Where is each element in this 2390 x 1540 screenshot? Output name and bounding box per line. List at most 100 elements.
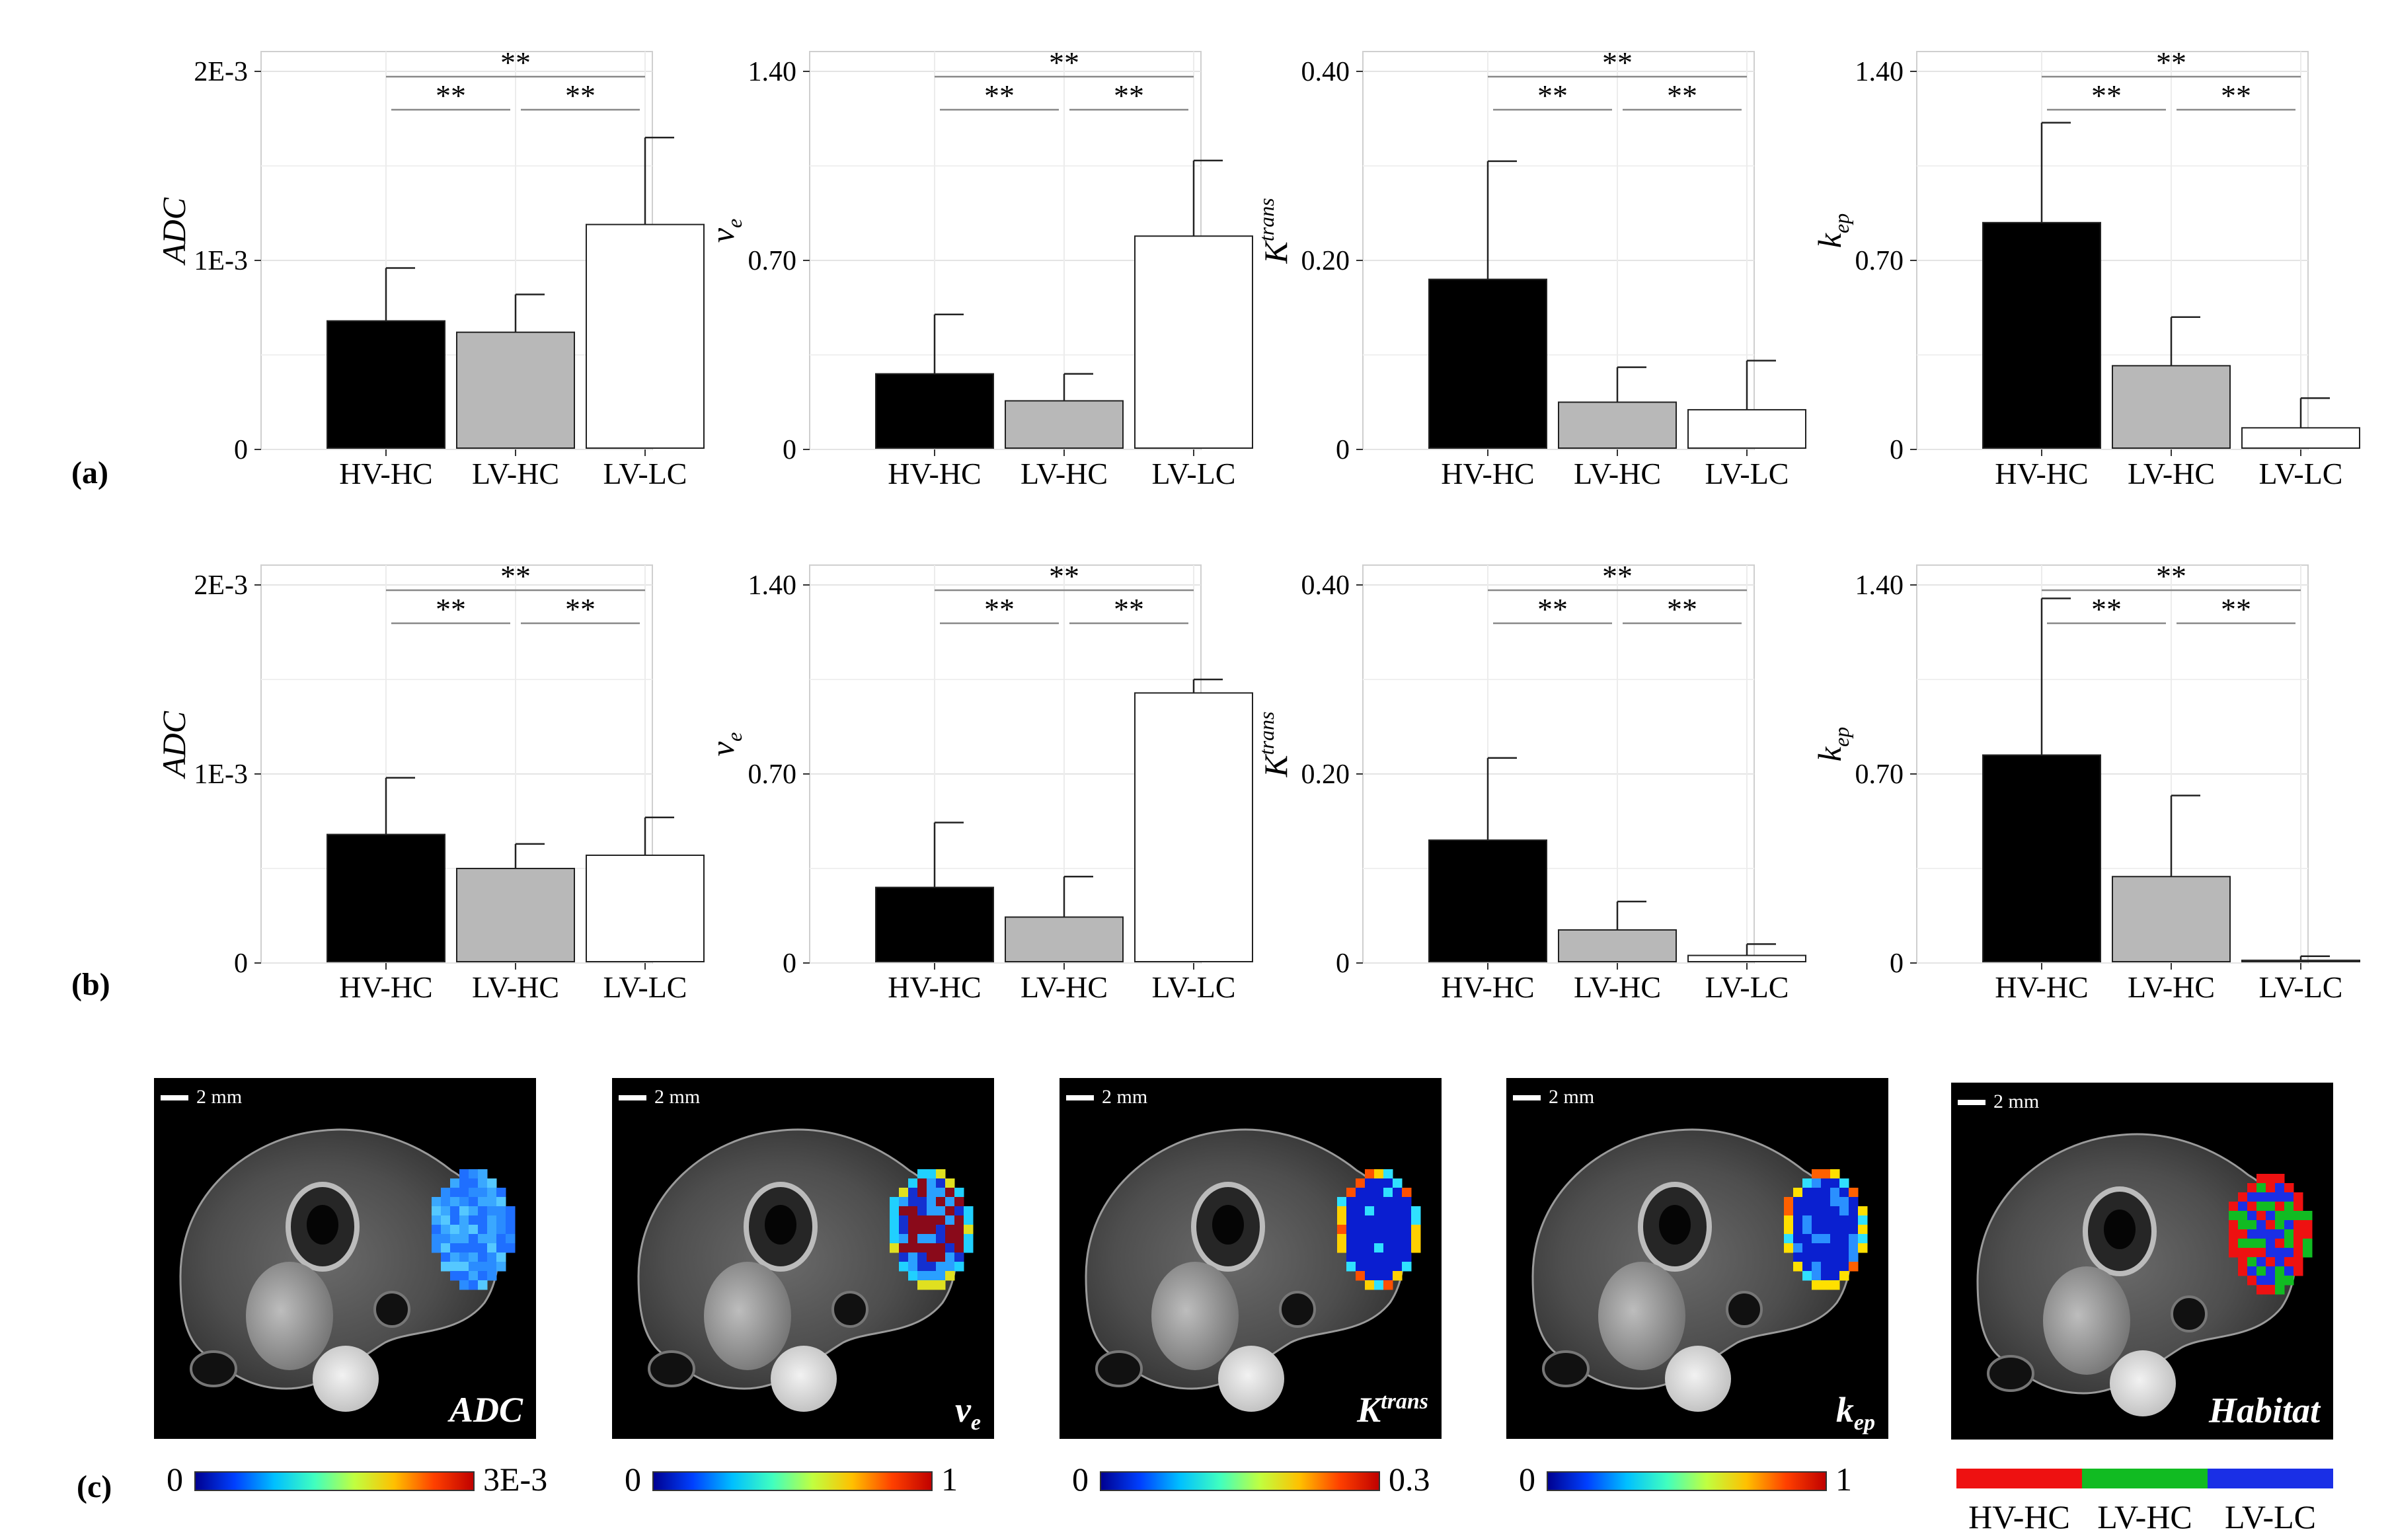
colorbar-min-label: 0: [1072, 1461, 1089, 1498]
tumour-voxel: [1374, 1262, 1384, 1272]
tumour-voxel: [2238, 1192, 2248, 1202]
tumour-voxel: [1411, 1215, 1421, 1225]
tumour-voxel: [1346, 1206, 1356, 1216]
tumour-voxel: [1337, 1243, 1347, 1253]
tumour-voxel: [890, 1197, 900, 1207]
tumour-voxel: [1821, 1178, 1831, 1188]
x-tick-label: LV-HC: [1574, 457, 1661, 490]
tumour-voxel: [2256, 1285, 2266, 1295]
tumour-voxel: [1802, 1262, 1812, 1272]
tumour-voxel: [478, 1243, 488, 1253]
tumour-voxel: [478, 1252, 488, 1262]
tumour-voxel: [2238, 1257, 2248, 1267]
tumour-voxel: [441, 1234, 451, 1244]
tumour-voxel: [927, 1225, 937, 1235]
tumour-voxel: [478, 1178, 488, 1188]
tumour-voxel: [2303, 1211, 2313, 1221]
y-tick-label: 0: [1336, 948, 1350, 979]
tumour-voxel: [927, 1206, 937, 1216]
tumour-voxel: [927, 1197, 937, 1207]
bar-hv-hc: [875, 886, 994, 962]
bar-charts: 0 1E-3 2E-3 ADC HV-HC LV-HC LV-LC ** ** ** 0 0.70 1.…: [155, 46, 2360, 1004]
tumour-voxel: [2284, 1239, 2294, 1249]
tumour-voxel: [1356, 1225, 1366, 1235]
tumour-voxel: [1356, 1178, 1366, 1188]
tumour-voxel: [2256, 1257, 2266, 1267]
tumour-voxel: [945, 1243, 955, 1253]
tumour-voxel: [496, 1215, 506, 1225]
tumour-voxel: [2266, 1248, 2276, 1258]
tumour-voxel: [432, 1206, 442, 1216]
tumour-voxel: [506, 1215, 516, 1225]
tumour-voxel: [2247, 1192, 2257, 1202]
tumour-voxel: [1849, 1234, 1859, 1244]
scale-bar: [1066, 1095, 1094, 1100]
tumour-voxel: [1383, 1197, 1393, 1207]
tumour-voxel: [1821, 1215, 1831, 1225]
significance-label: **: [565, 79, 596, 112]
tumour-voxel: [927, 1271, 937, 1281]
tumour-voxel: [1393, 1234, 1403, 1244]
x-tick-label: HV-HC: [339, 457, 432, 490]
significance-label: **: [2156, 46, 2186, 79]
tumour-voxel: [2256, 1192, 2266, 1202]
organ: [704, 1262, 791, 1370]
tumour-voxel: [964, 1243, 974, 1253]
tumour-voxel: [1839, 1262, 1849, 1272]
tumour-voxel: [506, 1234, 516, 1244]
tumour-voxel: [954, 1188, 964, 1198]
spinal-canal: [1212, 1205, 1244, 1245]
x-tick-label: LV-LC: [603, 970, 687, 1004]
tumour-voxel: [1812, 1169, 1822, 1179]
y-axis-label: ve: [704, 732, 746, 756]
tumour-voxel: [1356, 1252, 1366, 1262]
tumour-voxel: [432, 1234, 442, 1244]
y-tick-label: 0: [234, 435, 248, 465]
tumour-voxel: [945, 1225, 955, 1235]
significance-label: **: [984, 79, 1015, 112]
tumour-voxel: [478, 1188, 488, 1198]
colorbar: [194, 1471, 475, 1491]
tumour-voxel: [506, 1206, 516, 1216]
y-tick-label: 0.70: [1855, 759, 1904, 790]
tumour-voxel: [1849, 1262, 1859, 1272]
tumour-voxel: [1839, 1215, 1849, 1225]
bar-lv-hc: [1005, 400, 1124, 449]
tumour-voxel: [469, 1252, 479, 1262]
tumour-voxel: [899, 1215, 909, 1225]
tumour-voxel: [469, 1178, 479, 1188]
tumour-voxel: [1356, 1188, 1366, 1198]
tumour-voxel: [1830, 1225, 1840, 1235]
y-axis-label: ADC: [155, 197, 192, 266]
tumour-voxel: [459, 1271, 469, 1281]
tumour-voxel: [1374, 1243, 1384, 1253]
tumour-voxel: [927, 1243, 937, 1253]
tumour-voxel: [945, 1234, 955, 1244]
tumour-voxel: [1858, 1243, 1868, 1253]
tumour-voxel: [1393, 1188, 1403, 1198]
tumour-voxel: [1830, 1169, 1840, 1179]
tumour-voxel: [1365, 1262, 1375, 1272]
tumour-voxel: [1858, 1234, 1868, 1244]
tumour-voxel: [1849, 1225, 1859, 1235]
x-tick-label: LV-HC: [2128, 970, 2215, 1004]
tumour-voxel: [478, 1169, 488, 1179]
tumour-voxel: [496, 1262, 506, 1272]
tumour-voxel: [432, 1243, 442, 1253]
tumour-voxel: [459, 1169, 469, 1179]
tumour-voxel: [1356, 1206, 1366, 1216]
tumour-voxel: [936, 1169, 946, 1179]
tumour-voxel: [1793, 1206, 1803, 1216]
tumour-voxel: [1374, 1225, 1384, 1235]
tumour-voxel: [2238, 1248, 2248, 1258]
tumour-voxel: [964, 1206, 974, 1216]
tumour-voxel: [917, 1178, 927, 1188]
tumour-voxel: [441, 1262, 451, 1272]
tumour-voxel: [1812, 1178, 1822, 1188]
tumour-voxel: [945, 1197, 955, 1207]
tumour-voxel: [2247, 1220, 2257, 1230]
reference-phantom: [2110, 1350, 2176, 1416]
tumour-voxel: [487, 1206, 497, 1216]
significance-label: **: [2091, 592, 2122, 626]
tumour-voxel: [899, 1197, 909, 1207]
